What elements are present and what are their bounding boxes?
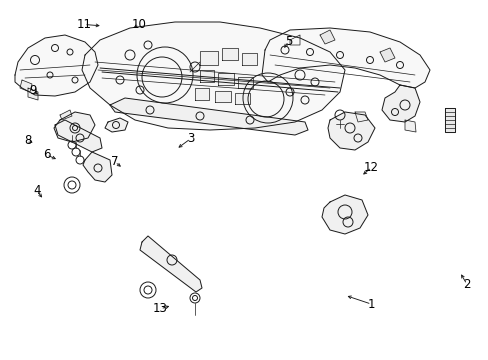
Text: 4: 4: [33, 184, 41, 197]
Polygon shape: [195, 88, 208, 100]
Polygon shape: [262, 28, 429, 88]
Polygon shape: [235, 93, 249, 104]
Polygon shape: [20, 80, 32, 92]
Text: 13: 13: [153, 302, 167, 315]
Text: 12: 12: [364, 161, 378, 174]
Polygon shape: [200, 51, 218, 65]
Polygon shape: [404, 120, 415, 132]
Polygon shape: [222, 48, 238, 60]
Text: 8: 8: [24, 134, 32, 147]
Text: 6: 6: [42, 148, 50, 161]
Polygon shape: [215, 91, 230, 102]
Polygon shape: [218, 73, 234, 85]
Polygon shape: [379, 48, 394, 62]
Polygon shape: [238, 77, 252, 88]
Polygon shape: [28, 88, 38, 100]
Text: 1: 1: [367, 298, 375, 311]
Polygon shape: [60, 110, 72, 120]
Text: 10: 10: [132, 18, 146, 31]
Polygon shape: [83, 152, 112, 182]
Polygon shape: [319, 30, 334, 44]
Polygon shape: [110, 98, 307, 135]
Text: 11: 11: [77, 18, 91, 31]
Polygon shape: [55, 120, 102, 152]
Polygon shape: [82, 22, 345, 130]
Text: 2: 2: [462, 278, 470, 291]
Text: 5: 5: [284, 35, 292, 48]
Polygon shape: [327, 112, 374, 150]
Polygon shape: [54, 112, 95, 142]
Polygon shape: [381, 85, 419, 122]
Polygon shape: [242, 53, 257, 65]
Polygon shape: [200, 70, 214, 82]
Polygon shape: [289, 35, 299, 45]
Polygon shape: [321, 195, 367, 234]
Polygon shape: [354, 112, 367, 122]
Polygon shape: [105, 118, 128, 132]
Polygon shape: [444, 108, 454, 132]
Polygon shape: [140, 236, 202, 292]
Text: 7: 7: [111, 156, 119, 168]
Polygon shape: [15, 35, 98, 96]
Text: 9: 9: [29, 84, 37, 96]
Text: 3: 3: [186, 132, 194, 145]
